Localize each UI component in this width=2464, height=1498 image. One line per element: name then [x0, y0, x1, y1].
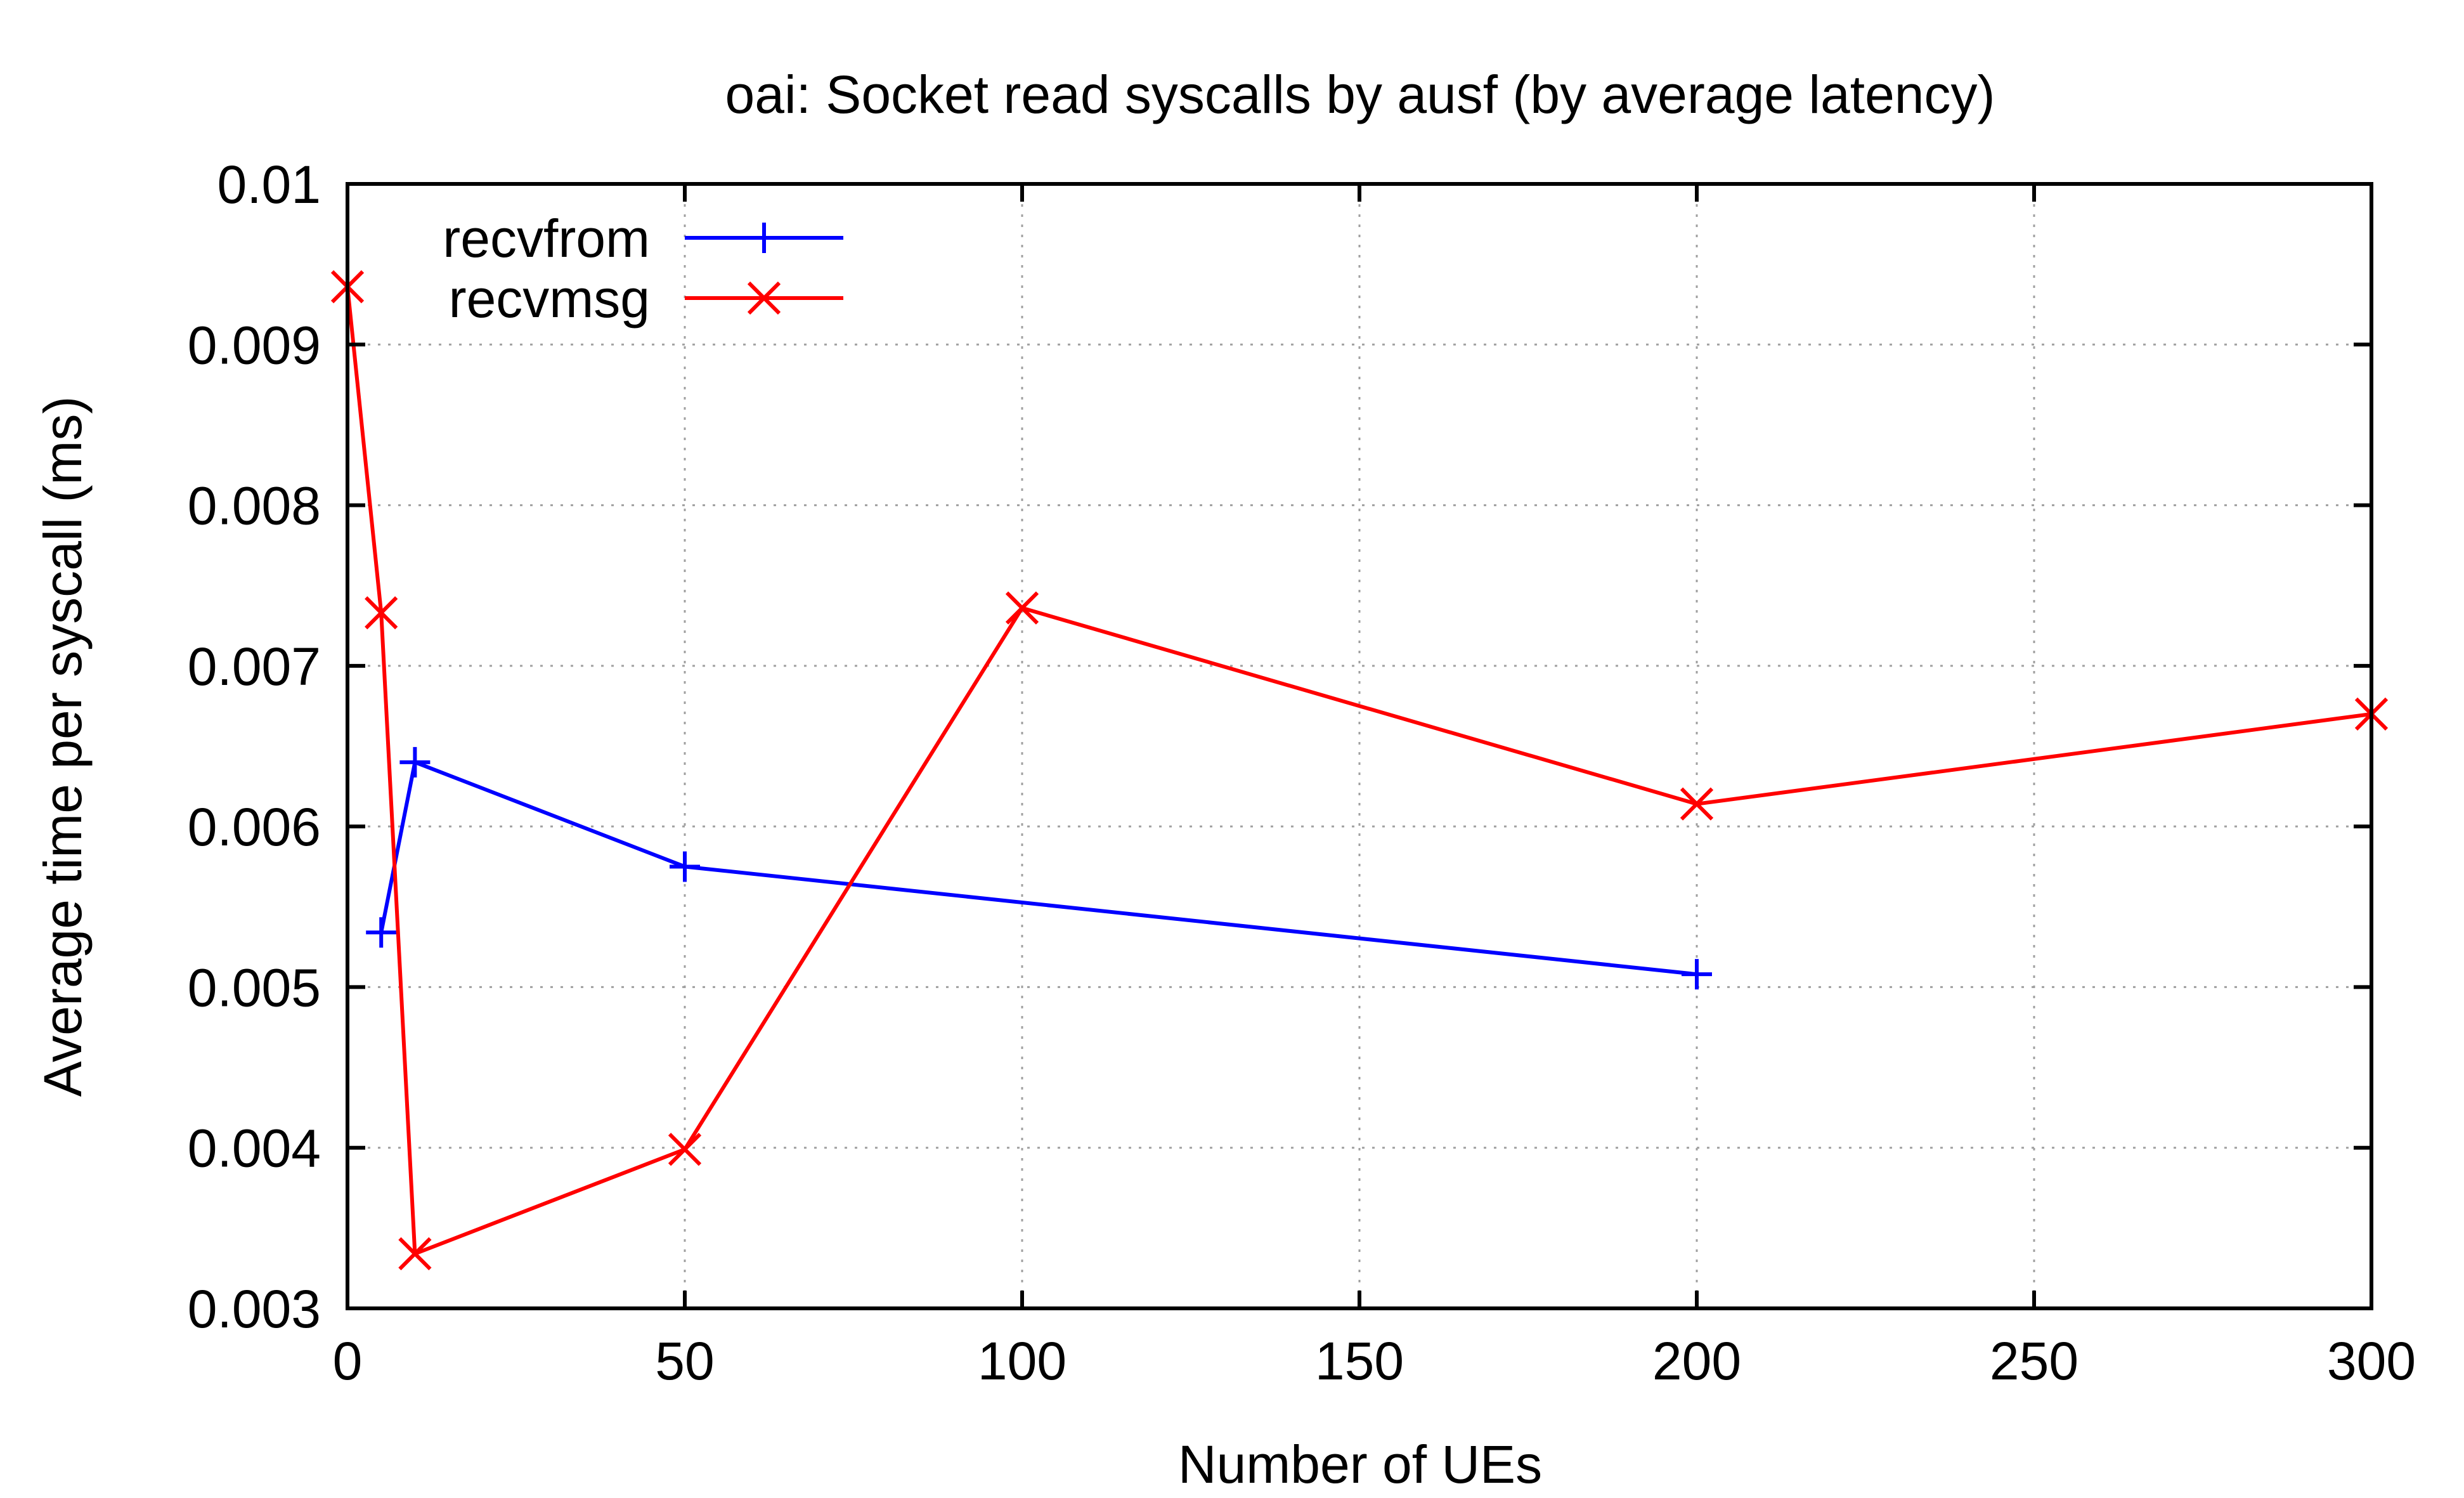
y-tick-label: 0.005	[188, 958, 321, 1017]
y-tick-label: 0.009	[188, 315, 321, 375]
x-tick-label: 150	[1315, 1331, 1404, 1391]
x-tick-label: 250	[1990, 1331, 2078, 1391]
x-tick-label: 0	[333, 1331, 363, 1391]
x-tick-label: 100	[978, 1331, 1067, 1391]
y-tick-label: 0.01	[217, 155, 321, 214]
y-axis-label: Average time per syscall (ms)	[33, 396, 93, 1097]
legend-item-recvfrom: recvfrom	[443, 209, 843, 268]
tick-layer	[346, 182, 2373, 1310]
series-layer	[330, 270, 2389, 1271]
legend-label: recvmsg	[449, 269, 650, 329]
marker-stroke	[747, 281, 781, 315]
x-axis-label: Number of UEs	[1178, 1435, 1542, 1494]
y-tick-label: 0.008	[188, 476, 321, 536]
data-point-recvmsg	[1680, 787, 1714, 821]
x-tick-label: 200	[1652, 1331, 1741, 1391]
legend-label: recvfrom	[443, 209, 650, 268]
data-point-recvfrom	[399, 746, 431, 778]
legend-marker	[747, 281, 781, 315]
marker-stroke	[1680, 787, 1714, 821]
x-tick-label: 50	[655, 1331, 714, 1391]
y-tick-label: 0.004	[188, 1119, 321, 1178]
series-recvmsg	[330, 270, 2389, 1271]
x-tick-label: 300	[2327, 1331, 2416, 1391]
y-tick-label: 0.007	[188, 637, 321, 696]
marker-stroke	[365, 596, 398, 630]
data-point-recvfrom	[670, 851, 700, 882]
chart-title: oai: Socket read syscalls by ausf (by av…	[725, 65, 1995, 124]
legend-marker	[749, 223, 779, 253]
marker-stroke	[668, 1133, 702, 1166]
data-point-recvmsg	[668, 1133, 702, 1166]
grid-layer	[347, 184, 2371, 1308]
data-point-recvmsg	[1005, 591, 1039, 625]
tick-label-layer: 0 50 100 150 200 250 300 0.003 0.004 0.005 0.006 0.…	[188, 155, 2416, 1391]
series-line-recvfrom	[379, 760, 1697, 977]
marker-stroke	[398, 1237, 432, 1271]
marker-stroke	[1005, 591, 1039, 625]
data-point-recvfrom	[1682, 959, 1712, 990]
data-point-recvmsg	[365, 596, 398, 630]
series-recvfrom	[366, 746, 1712, 990]
y-tick-label: 0.003	[188, 1279, 321, 1339]
data-point-recvfrom	[366, 917, 397, 948]
legend-item-recvmsg: recvmsg	[449, 269, 843, 329]
y-tick-label: 0.006	[188, 797, 321, 857]
data-point-recvmsg	[398, 1237, 432, 1271]
